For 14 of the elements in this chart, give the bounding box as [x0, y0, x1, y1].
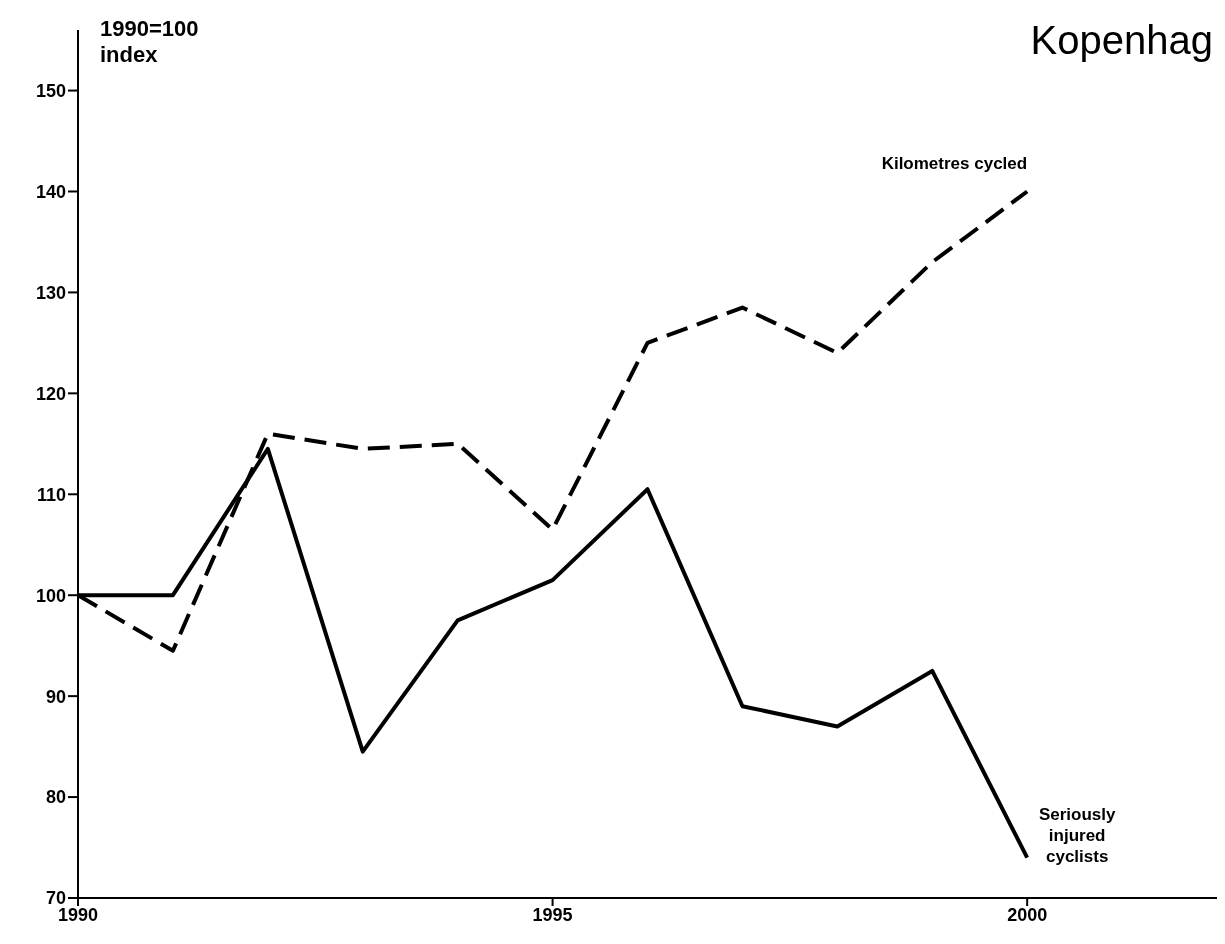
x-tick-label: 2000	[1007, 904, 1048, 925]
y-tick-label: 80	[45, 787, 66, 808]
y-tick-label: 100	[35, 585, 66, 606]
x-tick-label: 1995	[532, 904, 573, 925]
series-label: Kilometres cycled	[881, 154, 1028, 174]
chart-title: Kopenhag	[1030, 18, 1213, 63]
y-axis-title: 1990=100 index	[100, 16, 199, 68]
y-tick-label: 110	[36, 484, 66, 505]
y-tick-label: 150	[35, 80, 66, 101]
y-tick-label: 90	[45, 686, 66, 707]
y-tick-label: 130	[35, 282, 66, 303]
series-label: Seriously injured cyclists	[1038, 804, 1116, 866]
y-tick-label: 120	[35, 383, 66, 404]
y-tick-label: 140	[35, 181, 66, 202]
